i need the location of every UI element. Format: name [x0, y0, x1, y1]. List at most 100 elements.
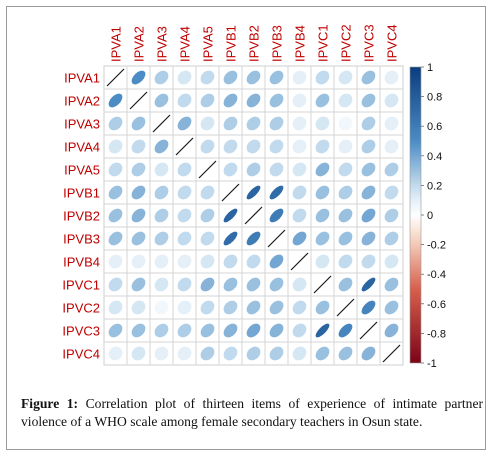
- correlation-ellipse: [361, 70, 376, 85]
- correlation-ellipse: [269, 93, 284, 108]
- correlation-ellipse: [384, 185, 399, 200]
- correlation-ellipse: [338, 346, 353, 361]
- correlation-ellipse: [154, 162, 169, 177]
- correlation-ellipse: [246, 139, 261, 154]
- colorbar-tick-label: -0.6: [427, 299, 446, 311]
- colorbar-tick-label: -0.2: [427, 240, 446, 252]
- column-label-IPVA3: IPVA3: [155, 26, 170, 62]
- column-label-IPVB2: IPVB2: [247, 25, 262, 62]
- correlation-ellipse: [131, 208, 146, 223]
- correlation-ellipse: [154, 208, 169, 223]
- correlation-ellipse: [361, 116, 376, 131]
- row-label-IPVA4: IPVA4: [64, 140, 100, 155]
- figure-caption: Figure 1: Correlation plot of thirteen i…: [21, 395, 483, 431]
- correlation-ellipse: [200, 93, 215, 108]
- correlation-ellipse: [269, 208, 284, 223]
- correlation-ellipse: [292, 346, 307, 361]
- correlation-ellipse: [246, 277, 261, 292]
- correlation-ellipse: [338, 254, 353, 269]
- correlation-ellipse: [315, 300, 330, 315]
- caption-text: Correlation plot of thirteen items of ex…: [21, 396, 484, 429]
- correlation-ellipse: [384, 162, 399, 177]
- correlation-ellipse: [200, 116, 215, 131]
- correlation-cells: [103, 65, 404, 366]
- correlation-ellipse: [384, 254, 399, 269]
- correlation-ellipse: [315, 254, 330, 269]
- column-label-IPVA4: IPVA4: [178, 26, 193, 62]
- correlation-ellipse: [315, 323, 330, 338]
- correlation-ellipse: [131, 139, 146, 154]
- column-label-IPVC2: IPVC2: [339, 24, 354, 62]
- correlation-ellipse: [292, 116, 307, 131]
- correlation-ellipse: [246, 70, 261, 85]
- row-label-IPVC1: IPVC1: [62, 278, 100, 293]
- correlation-ellipse: [338, 231, 353, 246]
- column-label-IPVB1: IPVB1: [224, 25, 239, 62]
- figure-frame: IPVA1 IPVA2 IPVA3 IPVA4 IPVA5 IPVB1 IPVB2 IPVB3…: [6, 6, 486, 450]
- correlation-ellipse: [269, 346, 284, 361]
- correlation-ellipse: [338, 70, 353, 85]
- correlation-ellipse: [108, 231, 123, 246]
- correlation-ellipse: [108, 93, 123, 108]
- diagonal-mark: [244, 206, 263, 225]
- diagonal-mark: [382, 344, 401, 363]
- correlation-ellipse: [246, 162, 261, 177]
- colorbar-tick-label: 0.4: [427, 151, 442, 163]
- correlation-ellipse: [246, 323, 261, 338]
- colorbar-tick-label: 0.2: [427, 180, 442, 192]
- correlation-ellipse: [154, 346, 169, 361]
- correlation-ellipse: [177, 116, 192, 131]
- correlation-ellipse: [292, 162, 307, 177]
- correlation-ellipse: [223, 116, 238, 131]
- diagonal-mark: [198, 160, 217, 179]
- correlation-ellipse: [361, 208, 376, 223]
- correlation-ellipse: [361, 300, 376, 315]
- correlation-ellipse: [315, 231, 330, 246]
- correlation-ellipse: [131, 300, 146, 315]
- column-label-IPVC4: IPVC4: [385, 24, 400, 62]
- diagonal-mark: [175, 137, 194, 156]
- correlation-ellipse: [108, 323, 123, 338]
- diagonal-mark: [267, 229, 286, 248]
- correlation-ellipse: [108, 139, 123, 154]
- correlation-ellipse: [292, 185, 307, 200]
- correlation-ellipse: [200, 254, 215, 269]
- correlation-ellipse: [154, 277, 169, 292]
- correlation-ellipse: [361, 346, 376, 361]
- column-label-IPVC1: IPVC1: [316, 24, 331, 62]
- correlation-ellipse: [384, 231, 399, 246]
- correlation-ellipse: [361, 162, 376, 177]
- correlation-ellipse: [246, 231, 261, 246]
- diagonal-mark: [152, 114, 171, 133]
- correlation-ellipse: [108, 254, 123, 269]
- colorbar-tick-label: 0: [427, 210, 433, 222]
- correlation-ellipse: [108, 277, 123, 292]
- correlation-ellipse: [131, 231, 146, 246]
- correlation-ellipse: [200, 208, 215, 223]
- diagonal-mark: [336, 298, 355, 317]
- correlation-ellipse: [315, 93, 330, 108]
- correlation-ellipse: [269, 162, 284, 177]
- correlation-ellipse: [131, 70, 146, 85]
- column-label-IPVC3: IPVC3: [362, 24, 377, 62]
- colorbar-tick-label: -0.8: [427, 328, 446, 340]
- row-label-IPVA3: IPVA3: [64, 117, 100, 132]
- correlation-ellipse: [131, 254, 146, 269]
- correlation-ellipse: [246, 93, 261, 108]
- correlation-ellipse: [223, 277, 238, 292]
- correlation-ellipse: [269, 300, 284, 315]
- correlation-ellipse: [131, 162, 146, 177]
- correlation-ellipse: [338, 93, 353, 108]
- correlation-ellipse: [108, 185, 123, 200]
- row-label-IPVC2: IPVC2: [62, 301, 100, 316]
- row-labels: IPVA1 IPVA2 IPVA3 IPVA4 IPVA5 IPVB1 IPVB2 IPVB3…: [62, 71, 100, 362]
- correlation-ellipse: [223, 93, 238, 108]
- correlation-ellipse: [108, 162, 123, 177]
- correlation-ellipse: [223, 162, 238, 177]
- row-label-IPVB3: IPVB3: [63, 232, 100, 247]
- correlation-ellipse: [223, 231, 238, 246]
- correlation-ellipse: [108, 116, 123, 131]
- correlation-ellipse: [154, 231, 169, 246]
- correlation-ellipse: [338, 185, 353, 200]
- correlation-ellipse: [292, 139, 307, 154]
